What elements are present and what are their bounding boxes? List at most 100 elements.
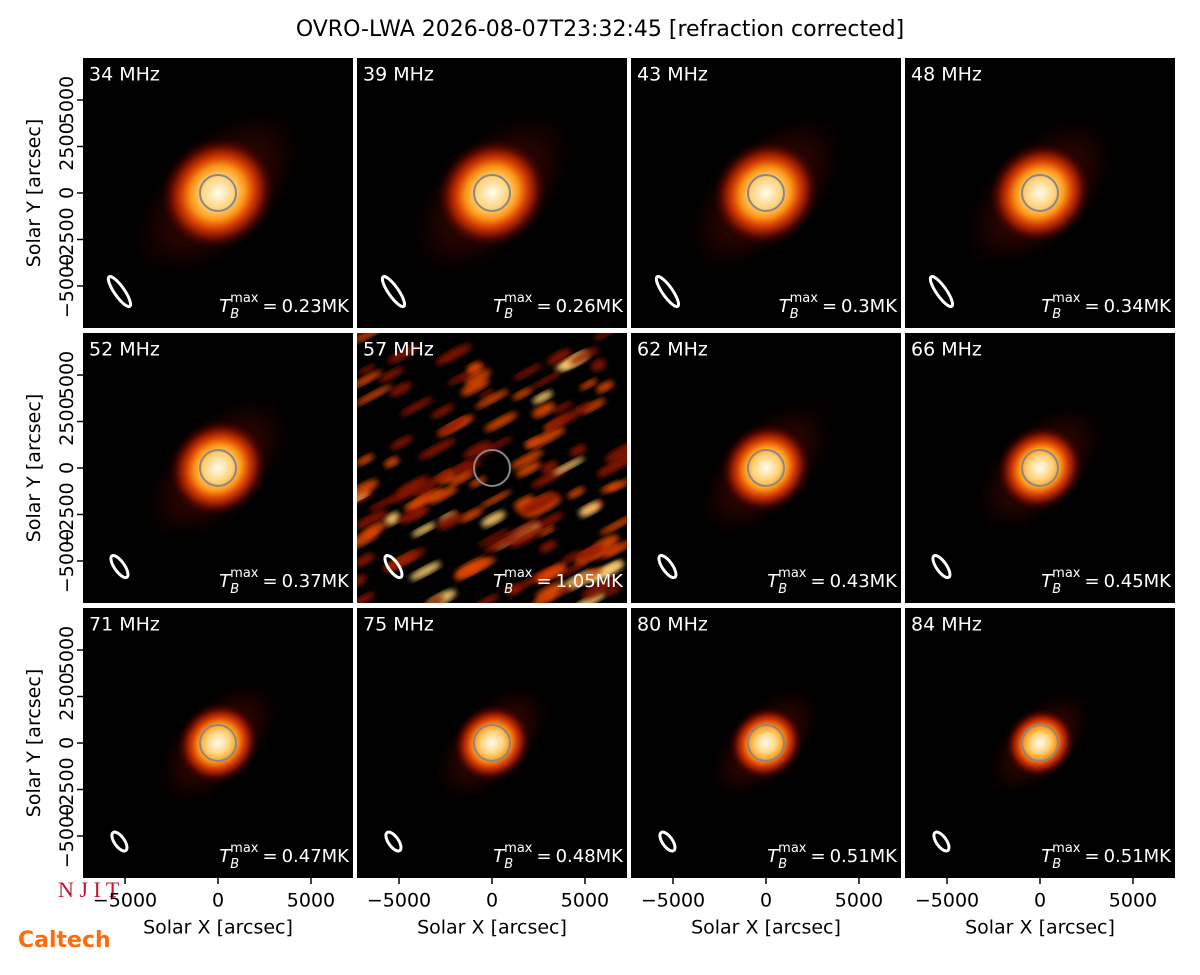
noise: [436, 512, 463, 530]
solar-disk: [1021, 449, 1059, 487]
noise: [572, 591, 607, 603]
beam: [380, 275, 407, 309]
tmax-eq: =: [810, 571, 825, 592]
noise: [362, 521, 388, 537]
tmax-label: TBmax = 0.26MK: [493, 291, 624, 322]
tmax-symbol: T: [1041, 846, 1054, 867]
panel: [631, 333, 901, 603]
beam: [109, 554, 130, 580]
source: [719, 422, 813, 514]
tmax-sub: B: [1052, 857, 1061, 872]
noise: [466, 361, 483, 375]
noise: [569, 444, 587, 457]
noise: [430, 404, 455, 419]
noise: [357, 592, 376, 603]
noise: [580, 398, 606, 414]
tmax-label: TBmax = 0.47MK: [219, 841, 350, 872]
tmax-value: 0.51MK: [830, 846, 899, 867]
tmax-sup: max: [504, 841, 533, 856]
tmax-label: TBmax = 0.43MK: [767, 566, 898, 597]
solar-disk: [1021, 724, 1059, 762]
tmax-value: 0.3MK: [841, 296, 898, 317]
panel: [905, 333, 1175, 603]
tmax-sub: B: [1052, 307, 1061, 322]
noise: [358, 364, 376, 376]
tmax-sup: max: [1052, 841, 1081, 856]
tmax-eq: =: [536, 846, 551, 867]
noise: [427, 486, 458, 505]
noise: [595, 380, 614, 393]
noise: [555, 584, 574, 597]
y-axis-label: Solar Y [arcsec]: [23, 394, 45, 542]
noise: [531, 371, 561, 389]
noise: [463, 369, 492, 387]
tmax-sup: max: [790, 291, 819, 306]
tmax-symbol: T: [1041, 296, 1054, 317]
solar-disk: [199, 724, 237, 762]
y-axis-label: Solar Y [arcsec]: [23, 119, 45, 267]
noise: [357, 454, 375, 466]
noise: [400, 397, 434, 416]
noise: [447, 470, 475, 487]
noise: [505, 517, 543, 538]
beam: [928, 275, 955, 309]
tmax-symbol: T: [1041, 571, 1054, 592]
noise: [599, 515, 627, 535]
tmax-sub: B: [504, 857, 513, 872]
tmax-sub: B: [504, 582, 513, 597]
noise: [538, 525, 556, 537]
x-tick-label: 0: [760, 890, 772, 912]
panel: [631, 58, 901, 328]
noise: [512, 387, 533, 401]
panel: [83, 58, 353, 328]
x-tick-label: 5000: [561, 890, 609, 912]
noise: [532, 588, 564, 603]
tmax-value: 1.05MK: [556, 571, 625, 592]
noise: [532, 390, 553, 404]
noise: [539, 540, 557, 553]
noise: [484, 532, 519, 553]
noise: [463, 440, 492, 459]
x-tick-label: −5000: [367, 890, 431, 912]
freq-label: 34 MHz: [89, 64, 160, 86]
noise: [581, 577, 617, 599]
freq-label: 52 MHz: [89, 339, 160, 361]
logo-caltech: Caltech: [18, 928, 111, 953]
noise: [569, 347, 599, 365]
noise: [554, 560, 589, 580]
tmax-value: 0.43MK: [830, 571, 899, 592]
noise: [453, 461, 470, 472]
y-tick-label: −5000: [56, 804, 78, 868]
freq-label: 48 MHz: [911, 64, 982, 86]
beam: [654, 275, 681, 309]
source: [727, 705, 805, 781]
beam: [932, 830, 951, 853]
y-tick-label: 5000: [56, 351, 78, 399]
freq-label: 43 MHz: [637, 64, 708, 86]
noise: [574, 567, 603, 584]
tmax-sup: max: [1052, 566, 1081, 581]
x-tick-label: −5000: [915, 890, 979, 912]
y-tick-label: 0: [56, 462, 78, 474]
source: [434, 136, 550, 250]
tmax-label: TBmax = 0.45MK: [1041, 566, 1172, 597]
noise: [474, 593, 500, 603]
noise: [510, 449, 544, 469]
noise: [515, 461, 542, 477]
solar-disk: [473, 449, 511, 487]
noise: [553, 457, 585, 475]
panel: [357, 608, 627, 878]
logo-njit: N J I T: [58, 877, 120, 902]
noise: [357, 509, 389, 530]
tmax-label: TBmax = 0.51MK: [767, 841, 898, 872]
noise: [481, 511, 506, 527]
noise: [413, 484, 437, 499]
tmax-symbol: T: [493, 296, 506, 317]
source: [710, 138, 822, 248]
freq-label: 62 MHz: [637, 339, 708, 361]
noise: [377, 367, 405, 383]
panel: [631, 608, 901, 878]
solar-disk: [199, 174, 237, 212]
tmax-value: 0.45MK: [1104, 571, 1173, 592]
